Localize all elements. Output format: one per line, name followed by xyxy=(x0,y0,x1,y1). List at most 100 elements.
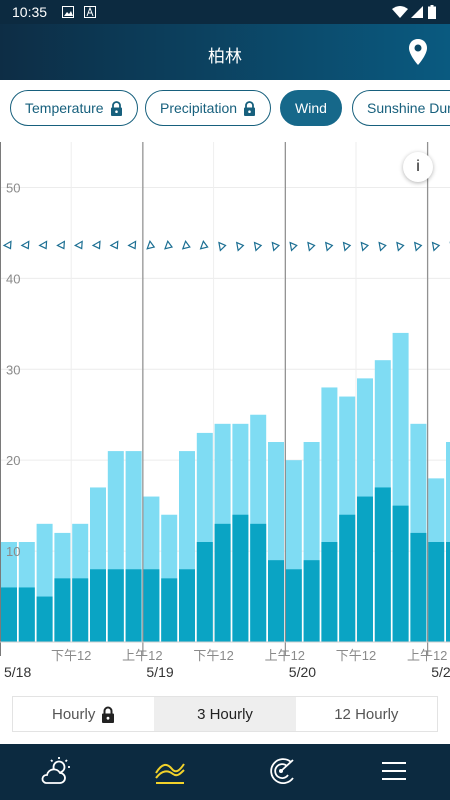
wind-direction-marker xyxy=(127,240,137,250)
tab-wind[interactable]: Wind xyxy=(280,90,342,126)
wind-direction-marker xyxy=(146,239,156,250)
segment-3-hourly-label: 3 Hourly xyxy=(197,705,253,723)
wind-direction-marker xyxy=(109,240,119,250)
x-tick-label: 下午12 xyxy=(336,648,376,663)
wind-direction-marker xyxy=(73,240,83,250)
bar-wind xyxy=(410,532,427,642)
wind-direction-marker xyxy=(20,240,30,250)
wind-direction-marker xyxy=(56,240,66,250)
wind-direction-marker xyxy=(181,239,191,250)
bar-wind xyxy=(1,587,17,642)
image-notification-icon xyxy=(62,6,74,18)
wind-direction-marker xyxy=(378,241,387,252)
x-tick-label: 上午12 xyxy=(122,648,162,663)
graph-icon[interactable] xyxy=(153,756,187,786)
bottom-nav xyxy=(0,744,450,800)
wind-direction-marker xyxy=(38,240,48,250)
bar-wind xyxy=(303,560,320,642)
x-tick-label: 下午12 xyxy=(51,648,91,663)
wind-direction-marker xyxy=(360,241,370,252)
date-label: 5/18 xyxy=(4,664,31,680)
info-button[interactable]: i xyxy=(403,152,433,182)
y-tick-label: 20 xyxy=(6,453,20,468)
wind-direction-marker xyxy=(218,241,227,252)
bar-wind xyxy=(214,523,231,642)
radar-icon[interactable] xyxy=(264,756,298,786)
wind-direction-marker xyxy=(307,241,316,252)
bar-wind xyxy=(90,569,106,642)
bar-wind xyxy=(428,542,445,642)
wind-direction-marker xyxy=(199,239,209,250)
wind-direction-marker xyxy=(289,241,298,252)
bar-wind xyxy=(36,596,53,642)
lock-icon xyxy=(110,100,122,116)
x-tick-label: 下午12 xyxy=(193,648,233,663)
tab-precipitation-label: Precipitation xyxy=(160,100,238,116)
segment-3-hourly[interactable]: 3 Hourly xyxy=(154,697,296,731)
wind-direction-marker xyxy=(396,241,405,252)
x-tick-label: 上午12 xyxy=(265,648,305,663)
bar-wind xyxy=(72,578,89,642)
bar-wind xyxy=(179,569,195,642)
bar-wind xyxy=(250,523,267,642)
date-label: 5/21 xyxy=(431,664,450,680)
wind-direction-marker xyxy=(2,240,12,250)
bar-wind xyxy=(232,514,249,642)
bar-wind xyxy=(374,487,391,642)
date-label: 5/19 xyxy=(146,664,173,680)
bar-wind xyxy=(196,542,213,642)
y-tick-label: 30 xyxy=(6,362,20,377)
y-tick-label: 50 xyxy=(6,180,20,195)
wind-direction-marker xyxy=(253,241,263,252)
signal-icon xyxy=(411,6,423,18)
segment-12-hourly-label: 12 Hourly xyxy=(334,705,399,723)
bar-wind xyxy=(285,569,302,642)
segment-hourly-label: Hourly xyxy=(51,705,96,723)
tab-temperature[interactable]: Temperature xyxy=(10,90,138,126)
bar-wind xyxy=(446,542,450,642)
interval-selector: Hourly 3 Hourly 12 Hourly xyxy=(12,696,438,732)
wind-direction-marker xyxy=(342,241,352,252)
bar-wind xyxy=(268,560,284,642)
app-notification-icon xyxy=(84,6,96,18)
wind-direction-marker xyxy=(235,241,245,252)
tab-bar: Temperature Precipitation Wind Sunshine … xyxy=(0,80,450,140)
wind-direction-marker xyxy=(91,240,101,250)
bar-wind xyxy=(143,569,160,642)
bar-wind xyxy=(392,505,409,642)
segment-hourly[interactable]: Hourly xyxy=(13,697,154,731)
bar-wind xyxy=(161,578,178,642)
x-tick-label: 上午12 xyxy=(407,648,447,663)
wind-direction-marker xyxy=(164,239,174,250)
battery-icon xyxy=(428,5,436,19)
bar-wind xyxy=(107,569,124,642)
status-time: 10:35 xyxy=(12,4,48,20)
wifi-icon xyxy=(392,6,408,18)
tab-sunshine-duration[interactable]: Sunshine Dura xyxy=(352,90,450,126)
location-pin-icon[interactable] xyxy=(408,39,428,65)
app-header: 柏林 xyxy=(0,24,450,80)
tab-temperature-label: Temperature xyxy=(25,100,104,116)
y-tick-label: 10 xyxy=(6,544,20,559)
wind-direction-marker xyxy=(413,241,423,252)
bar-wind xyxy=(339,514,356,642)
wind-direction-marker xyxy=(324,241,334,252)
bar-wind xyxy=(18,587,35,642)
tab-sunshine-label: Sunshine Dura xyxy=(367,100,450,116)
wind-direction-marker xyxy=(431,241,441,252)
weather-cloud-sun-icon[interactable] xyxy=(38,756,72,786)
tab-precipitation[interactable]: Precipitation xyxy=(145,90,272,126)
bar-wind xyxy=(321,542,338,642)
lock-icon xyxy=(102,706,115,723)
wind-chart[interactable]: 10 20 30 40 50 下午12 上午12 下午12 上午12 下午12 上午12 5/18 5/… xyxy=(0,142,450,687)
tab-wind-label: Wind xyxy=(295,100,327,116)
date-label: 5/20 xyxy=(289,664,316,680)
page-title: 柏林 xyxy=(208,47,242,66)
y-tick-label: 40 xyxy=(6,271,20,286)
menu-icon[interactable] xyxy=(377,756,411,786)
segment-12-hourly[interactable]: 12 Hourly xyxy=(296,697,437,731)
wind-direction-marker xyxy=(271,241,281,252)
status-bar: 10:35 xyxy=(0,0,450,24)
bar-wind xyxy=(125,569,142,642)
bar-wind xyxy=(357,496,373,642)
